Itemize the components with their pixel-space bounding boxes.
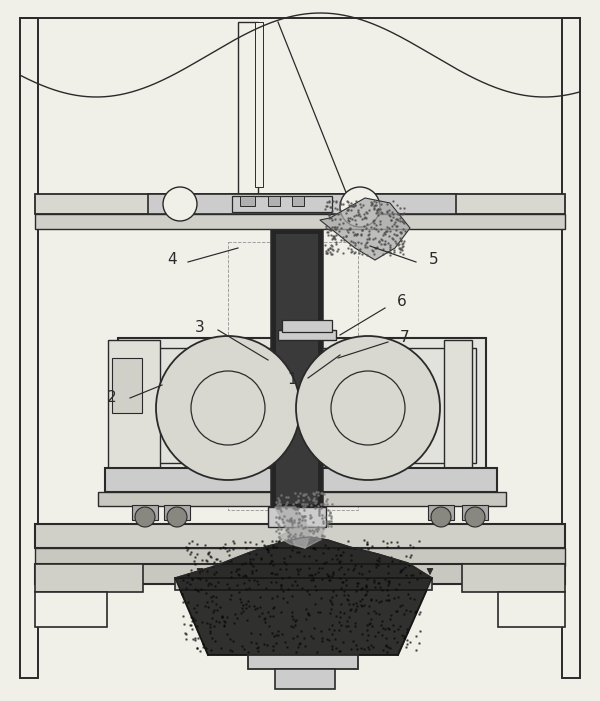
Bar xyxy=(228,242,358,510)
Bar xyxy=(428,505,454,520)
Bar xyxy=(275,669,335,689)
Bar xyxy=(462,564,565,592)
Text: 1: 1 xyxy=(287,372,297,388)
Polygon shape xyxy=(175,537,432,578)
Polygon shape xyxy=(275,507,310,548)
Circle shape xyxy=(296,336,440,480)
Bar xyxy=(255,22,263,187)
Bar xyxy=(108,340,160,468)
Circle shape xyxy=(167,507,187,527)
Bar xyxy=(292,196,304,206)
Bar xyxy=(238,22,258,222)
Circle shape xyxy=(340,187,380,227)
Bar xyxy=(268,507,326,527)
Bar xyxy=(98,492,506,506)
Bar xyxy=(268,196,280,206)
Bar xyxy=(35,592,107,627)
Bar xyxy=(148,194,456,214)
Text: 5: 5 xyxy=(429,252,439,268)
Bar xyxy=(128,348,476,463)
Bar xyxy=(35,524,565,548)
Polygon shape xyxy=(278,526,325,548)
Bar xyxy=(164,505,190,520)
Polygon shape xyxy=(320,198,410,260)
Text: 2: 2 xyxy=(107,390,117,405)
Bar xyxy=(35,214,565,229)
Bar xyxy=(105,468,497,492)
Bar xyxy=(35,548,565,566)
Text: 4: 4 xyxy=(167,252,177,268)
Bar xyxy=(35,194,565,214)
Bar xyxy=(248,655,358,669)
Bar xyxy=(175,578,432,590)
Bar xyxy=(282,320,332,332)
Bar xyxy=(118,338,486,476)
Text: 7: 7 xyxy=(400,330,410,346)
Bar xyxy=(132,505,158,520)
Text: 6: 6 xyxy=(397,294,407,310)
Circle shape xyxy=(156,336,300,480)
Bar xyxy=(35,564,143,592)
Circle shape xyxy=(163,187,197,221)
Bar xyxy=(276,234,318,504)
Bar xyxy=(278,330,336,340)
Circle shape xyxy=(465,507,485,527)
Bar xyxy=(462,505,488,520)
Bar xyxy=(35,564,565,584)
Bar xyxy=(444,340,472,468)
Circle shape xyxy=(431,507,451,527)
Text: 3: 3 xyxy=(195,320,205,336)
Bar xyxy=(562,18,580,678)
Bar xyxy=(112,358,142,413)
Bar xyxy=(20,18,38,678)
Bar xyxy=(498,592,565,627)
Bar xyxy=(240,196,255,206)
Bar xyxy=(271,230,323,508)
Bar xyxy=(232,196,332,212)
Polygon shape xyxy=(175,578,432,655)
Circle shape xyxy=(135,507,155,527)
